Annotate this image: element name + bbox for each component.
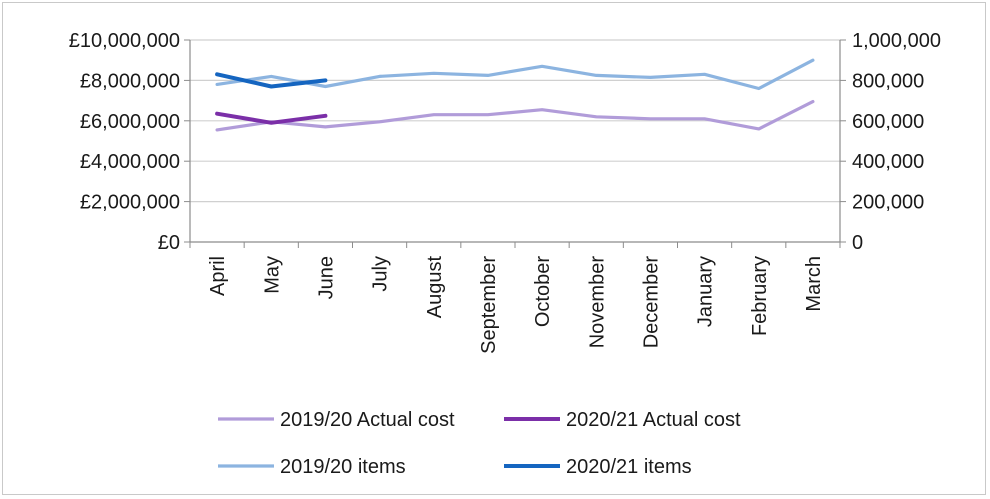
x-tick-label: October (532, 256, 554, 327)
y-tick-label-right: 400,000 (852, 151, 924, 173)
x-tick-label: February (749, 256, 771, 336)
legend-label-3: 2019/20 items (280, 456, 406, 478)
x-tick-label: March (803, 256, 825, 312)
y-tick-label-right: 600,000 (852, 111, 924, 133)
y-tick-label-left: £4,000,000 (80, 151, 180, 173)
y-tick-label-right: 1,000,000 (852, 30, 941, 52)
x-tick-label: November (586, 256, 608, 349)
series-line-3 (215, 58, 815, 91)
x-tick-label: May (261, 256, 283, 294)
x-tick-label: December (640, 256, 662, 349)
legend-label-2: 2020/21 Actual cost (566, 409, 741, 431)
x-tick-label: August (424, 256, 446, 319)
x-tick-labels: April May June July August September October No… (207, 256, 825, 354)
legend: 2019/20 Actual cost 2020/21 Actual cost 20… (218, 409, 741, 478)
y-tick-label-right: 0 (852, 232, 863, 254)
x-tick-label: January (695, 256, 717, 327)
legend-label-1: 2019/20 Actual cost (280, 409, 455, 431)
series-line-4 (215, 72, 328, 89)
x-tick-label: April (207, 256, 229, 296)
y-tick-label-left: £6,000,000 (80, 111, 180, 133)
series-lines (215, 58, 815, 132)
y-tick-label-right: 200,000 (852, 192, 924, 214)
series-line-1 (215, 99, 815, 132)
axes: £0 0 £2,000,000 200,000 £4,000,000 400,000 £6,… (69, 30, 941, 254)
legend-label-4: 2020/21 items (566, 456, 692, 478)
y-tick-label-left: £2,000,000 (80, 192, 180, 214)
y-tick-label-left: £0 (158, 232, 180, 254)
x-tick-label: July (370, 256, 392, 292)
x-tick-label: September (478, 256, 500, 354)
y-tick-label-left: £10,000,000 (69, 30, 180, 52)
series-line-2 (215, 111, 328, 125)
y-tick-label-left: £8,000,000 (80, 70, 180, 92)
y-tick-label-right: 800,000 (852, 70, 924, 92)
x-tick-label: June (315, 256, 337, 299)
